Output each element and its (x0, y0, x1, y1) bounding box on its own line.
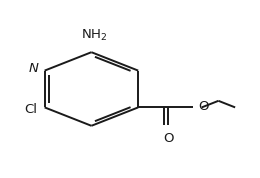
Text: O: O (163, 132, 173, 145)
Text: Cl: Cl (24, 103, 37, 116)
Text: NH$_2$: NH$_2$ (81, 27, 107, 43)
Text: O: O (198, 100, 209, 113)
Text: N: N (28, 62, 38, 75)
